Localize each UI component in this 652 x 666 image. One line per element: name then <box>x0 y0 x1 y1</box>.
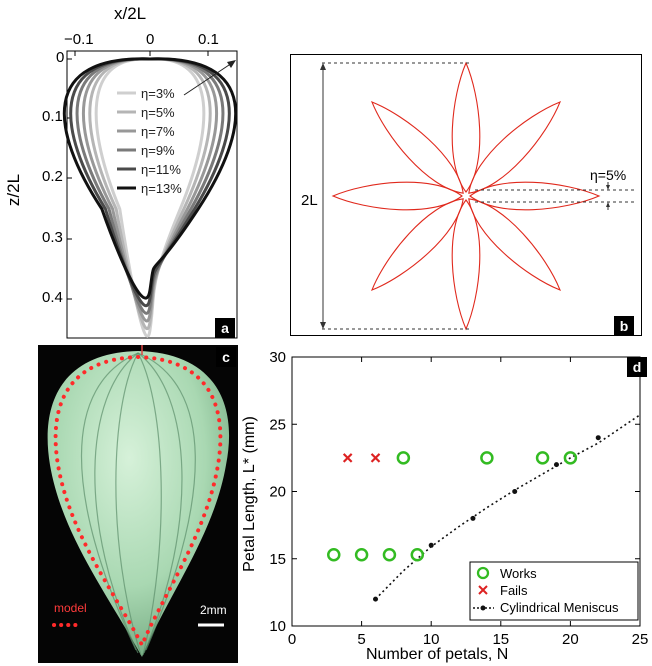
panel-c-model-label: model <box>54 601 87 615</box>
works-point <box>535 451 550 465</box>
x-tick-label: 5 <box>357 631 365 648</box>
legend-entry-label: Fails <box>500 583 528 598</box>
works-point <box>382 547 397 562</box>
panel-a-ytick-4: 0.4 <box>42 289 63 306</box>
meniscus-point <box>553 462 559 468</box>
length-arrow-up-icon <box>320 63 326 70</box>
eta-arrow-down-icon <box>606 185 610 190</box>
works-point <box>396 451 411 465</box>
x-tick-label: 10 <box>423 631 440 648</box>
star-petal <box>468 198 562 292</box>
arrow-head-icon <box>227 60 236 68</box>
panel-b: 2L η=5% b <box>290 54 642 336</box>
y-tick-label: 15 <box>269 551 286 568</box>
capsule-ridge <box>115 352 142 656</box>
star-petal <box>468 100 562 194</box>
star-petal <box>370 198 464 292</box>
panel-b-badge: b <box>614 316 634 336</box>
star-petal <box>469 181 601 211</box>
panel-a-xtick-zero: 0 <box>146 31 155 48</box>
legend-entry-label: Cylindrical Meniscus <box>500 600 619 615</box>
fails-point <box>370 453 381 463</box>
works-point <box>410 547 425 562</box>
x-tick-label: 25 <box>632 631 649 648</box>
meniscus-point <box>595 435 601 441</box>
meniscus-point <box>512 489 518 494</box>
panel-d-badge: d <box>627 357 647 377</box>
panel-a-ytick-1: 0.1 <box>42 108 63 125</box>
capsule-ridge <box>137 352 196 651</box>
capsule-ridge <box>137 352 162 656</box>
legend-entry-label: Works <box>500 566 537 581</box>
panel-a-plot: η=3% η=5% η=7% η=9% η=11% η=13% <box>62 50 238 339</box>
works-point <box>327 547 341 562</box>
x-tick-label: 15 <box>492 631 509 648</box>
panel-c-photo: model 2mm c <box>38 345 238 663</box>
panel-a-ytick-3: 0.3 <box>42 229 63 246</box>
panel-b-eta-label: η=5% <box>590 167 627 183</box>
panel-b-plot <box>290 54 642 336</box>
panel-d-chart: 0 5 10 15 20 25 10 15 20 25 30 Works Fails Cylindrica… <box>269 349 649 648</box>
droplet-profile-line <box>69 57 231 308</box>
y-tick-label: 25 <box>269 416 286 433</box>
star-petal <box>331 181 463 211</box>
panel-a-xlabel: x/2L <box>114 4 147 23</box>
capsule-ridge <box>80 352 139 651</box>
legend-entry: η=9% <box>141 143 175 158</box>
panel-d: 0 5 10 15 20 25 10 15 20 25 30 Works Fails Cylindrica… <box>240 342 652 666</box>
legend-entry: η=3% <box>141 86 175 101</box>
panel-a-badge: a <box>215 318 235 338</box>
droplet-profile-line <box>75 57 225 315</box>
works-point <box>563 451 578 465</box>
direction-arrow <box>183 62 233 96</box>
panel-a-ytick-0: 0 <box>56 49 65 66</box>
legend-entry: η=11% <box>141 162 181 177</box>
legend-meniscus-marker <box>480 605 486 611</box>
legend-works-marker <box>476 566 490 580</box>
fails-point <box>342 453 353 463</box>
panel-a-frame <box>66 50 238 339</box>
meniscus-point <box>373 596 379 602</box>
droplet-profile-line <box>94 57 206 338</box>
legend-entry: η=7% <box>141 124 175 139</box>
legend-fails-marker <box>478 585 488 595</box>
panel-d-xlabel: Number of petals, N <box>366 646 509 663</box>
panel-b-frame <box>290 54 642 336</box>
x-tick-label: 0 <box>288 631 296 648</box>
length-arrow-down-icon <box>320 322 326 329</box>
panel-a: x/2L −0.1 0 0.1 z/2L 0 0.1 0.2 0.3 0.4 η… <box>0 0 240 340</box>
droplet-profile-line <box>81 57 219 323</box>
x-tick-label: 20 <box>562 631 579 648</box>
eta-arrow-up-icon <box>606 202 610 207</box>
panel-d-ylabel: Petal Length, L* (mm) <box>240 416 258 572</box>
model-outline-dotted <box>53 354 223 650</box>
legend-entry: η=13% <box>141 181 182 196</box>
y-tick-label: 20 <box>269 484 286 501</box>
works-point <box>354 547 369 562</box>
panel-a-ytick-2: 0.2 <box>42 168 63 185</box>
y-tick-label: 10 <box>269 618 286 635</box>
y-tick-label: 30 <box>269 349 286 366</box>
meniscus-point <box>470 515 476 521</box>
works-point <box>480 451 494 465</box>
panel-c-badge: c <box>216 347 236 367</box>
capsule-body <box>47 351 230 657</box>
panel-b-length-label: 2L <box>301 192 318 209</box>
star-petal <box>370 100 464 194</box>
meniscus-curve <box>374 414 641 600</box>
panel-c-scale-label: 2mm <box>200 603 227 617</box>
panel-a-xtick-neg: −0.1 <box>64 31 94 48</box>
chart-legend-box <box>469 561 639 621</box>
petal-photo-drawing <box>47 345 230 657</box>
droplet-profile-line <box>62 57 238 300</box>
meniscus-point <box>428 542 434 548</box>
legend-entry: η=5% <box>141 105 175 120</box>
droplet-profile-line <box>88 57 212 330</box>
panel-a-xtick-pos: 0.1 <box>198 31 219 48</box>
